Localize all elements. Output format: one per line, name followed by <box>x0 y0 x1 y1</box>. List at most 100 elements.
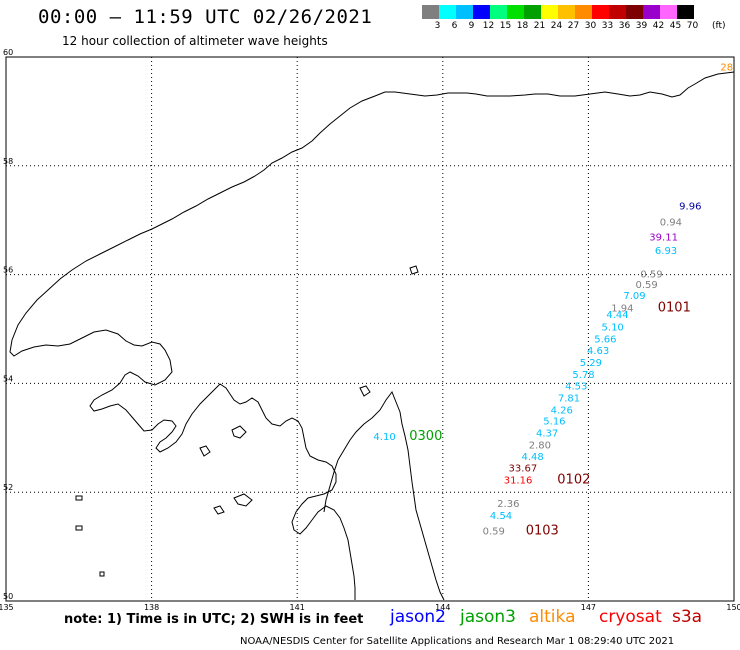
map-frame <box>5 56 735 602</box>
pass-time-label: 0300 <box>409 429 442 444</box>
wave-height-label: 5.78 <box>572 370 594 381</box>
wave-height-label: 5.66 <box>594 335 616 346</box>
wave-height-label: 2.80 <box>529 441 551 452</box>
lat-tick-label: 54 <box>3 374 13 383</box>
legend-label: 9 <box>468 21 475 31</box>
wave-height-label: 4.48 <box>521 452 543 463</box>
lat-tick-label: 58 <box>3 157 13 166</box>
wave-height-label: 39.11 <box>649 232 678 243</box>
footer-note: note: 1) Time is in UTC; 2) SWH is in fe… <box>64 612 364 627</box>
coastline <box>9 71 735 601</box>
wave-height-label: 4.53 <box>565 381 587 392</box>
axis-labels: 135 138 141 144 147 150 60 58 56 54 52 50 <box>0 48 740 612</box>
legend-unit: (ft) <box>712 21 726 31</box>
legend-label: 15 <box>499 21 512 31</box>
credit-line: NOAA/NESDIS Center for Satellite Applica… <box>240 636 675 647</box>
coastline-sakhalin-west <box>323 459 339 513</box>
wave-height-label: 7.09 <box>623 291 645 302</box>
satellite-altika: altika <box>529 607 576 627</box>
map-grid <box>6 57 734 601</box>
lon-tick-label: 141 <box>290 603 305 612</box>
wave-height-label: 5.29 <box>580 358 602 369</box>
legend-label: 24 <box>550 21 563 31</box>
legend-swatch <box>541 5 558 19</box>
wave-height-label: 0.59 <box>483 527 505 538</box>
wave-height-label: 0.59 <box>636 280 658 291</box>
legend-swatch <box>558 5 575 19</box>
island-2 <box>231 425 247 439</box>
island-4 <box>213 505 225 515</box>
legend-label: 6 <box>451 21 458 31</box>
lon-tick-label: 147 <box>581 603 596 612</box>
legend-swatch <box>439 5 456 19</box>
wave-height-label: 1.94 <box>611 304 633 315</box>
legend-label: 3 <box>434 21 441 31</box>
wave-height-label: 31.16 <box>504 475 533 486</box>
legend-label: 42 <box>652 21 665 31</box>
wave-height-label: 33.67 <box>509 464 538 475</box>
satellite-cryosat: cryosat <box>599 607 662 627</box>
wave-height-label: 5.16 <box>543 417 565 428</box>
legend-label: 18 <box>516 21 529 31</box>
satellite-s3a: s3a <box>672 607 703 627</box>
legend-label: 27 <box>567 21 580 31</box>
coastline-sakhalin <box>337 390 445 601</box>
pass-time-label: 0103 <box>526 524 559 539</box>
legend-swatch <box>507 5 524 19</box>
legend-label: 12 <box>482 21 495 31</box>
legend-label: 39 <box>635 21 648 31</box>
satellite-jason2: jason2 <box>390 607 446 627</box>
legend-swatch <box>677 5 694 19</box>
legend-swatch <box>456 5 473 19</box>
island-1 <box>199 445 211 457</box>
legend-swatch <box>609 5 626 19</box>
lat-tick-label: 56 <box>3 266 13 275</box>
wave-height-label: 7.81 <box>558 393 580 404</box>
page-title: 00:00 – 11:59 UTC 02/26/2021 <box>38 6 373 28</box>
lon-tick-label: 150 <box>726 603 740 612</box>
legend-swatch <box>473 5 490 19</box>
wave-height-label: 4.44 <box>606 310 628 321</box>
page-subtitle: 12 hour collection of altimeter wave hei… <box>62 34 328 48</box>
wave-height-label: 0.94 <box>660 218 682 229</box>
legend-swatch <box>626 5 643 19</box>
lat-tick-label: 50 <box>3 592 13 601</box>
color-legend <box>422 5 694 19</box>
wave-height-label: 0.59 <box>640 269 662 280</box>
legend-swatch <box>660 5 677 19</box>
legend-swatch <box>422 5 439 19</box>
wave-height-label: 6.93 <box>655 246 677 257</box>
legend-swatch <box>575 5 592 19</box>
legend-label: 45 <box>669 21 682 31</box>
wave-height-label: 4.37 <box>536 429 558 440</box>
wave-height-label: 4.54 <box>490 511 512 522</box>
lat-tick-label: 60 <box>3 48 13 57</box>
island-7 <box>99 571 105 577</box>
lat-tick-label: 52 <box>3 483 13 492</box>
legend-label: 21 <box>533 21 546 31</box>
legend-label: 30 <box>584 21 597 31</box>
coastline-main <box>9 71 735 600</box>
wave-height-label: 4.26 <box>551 405 573 416</box>
wave-height-label: 4.63 <box>587 346 609 357</box>
satellite-jason3: jason3 <box>460 607 516 627</box>
lon-tick-label: 138 <box>144 603 159 612</box>
legend-swatch <box>592 5 609 19</box>
pass-time-label: 0101 <box>658 301 691 316</box>
legend-label: 70 <box>686 21 699 31</box>
lon-tick-label: 144 <box>435 603 450 612</box>
pass-time-label: 0102 <box>557 472 590 487</box>
legend-label: 36 <box>618 21 631 31</box>
island-9 <box>409 265 419 275</box>
wave-height-label: 28 <box>720 63 733 74</box>
legend-label: 33 <box>601 21 614 31</box>
island-5 <box>75 495 83 501</box>
legend-swatch <box>643 5 660 19</box>
wave-height-label: 4.10 <box>373 432 395 443</box>
legend-swatch <box>524 5 541 19</box>
wave-height-label: 2.36 <box>497 499 519 510</box>
lon-tick-label: 135 <box>0 603 14 612</box>
wave-height-label: 5.10 <box>602 323 624 334</box>
